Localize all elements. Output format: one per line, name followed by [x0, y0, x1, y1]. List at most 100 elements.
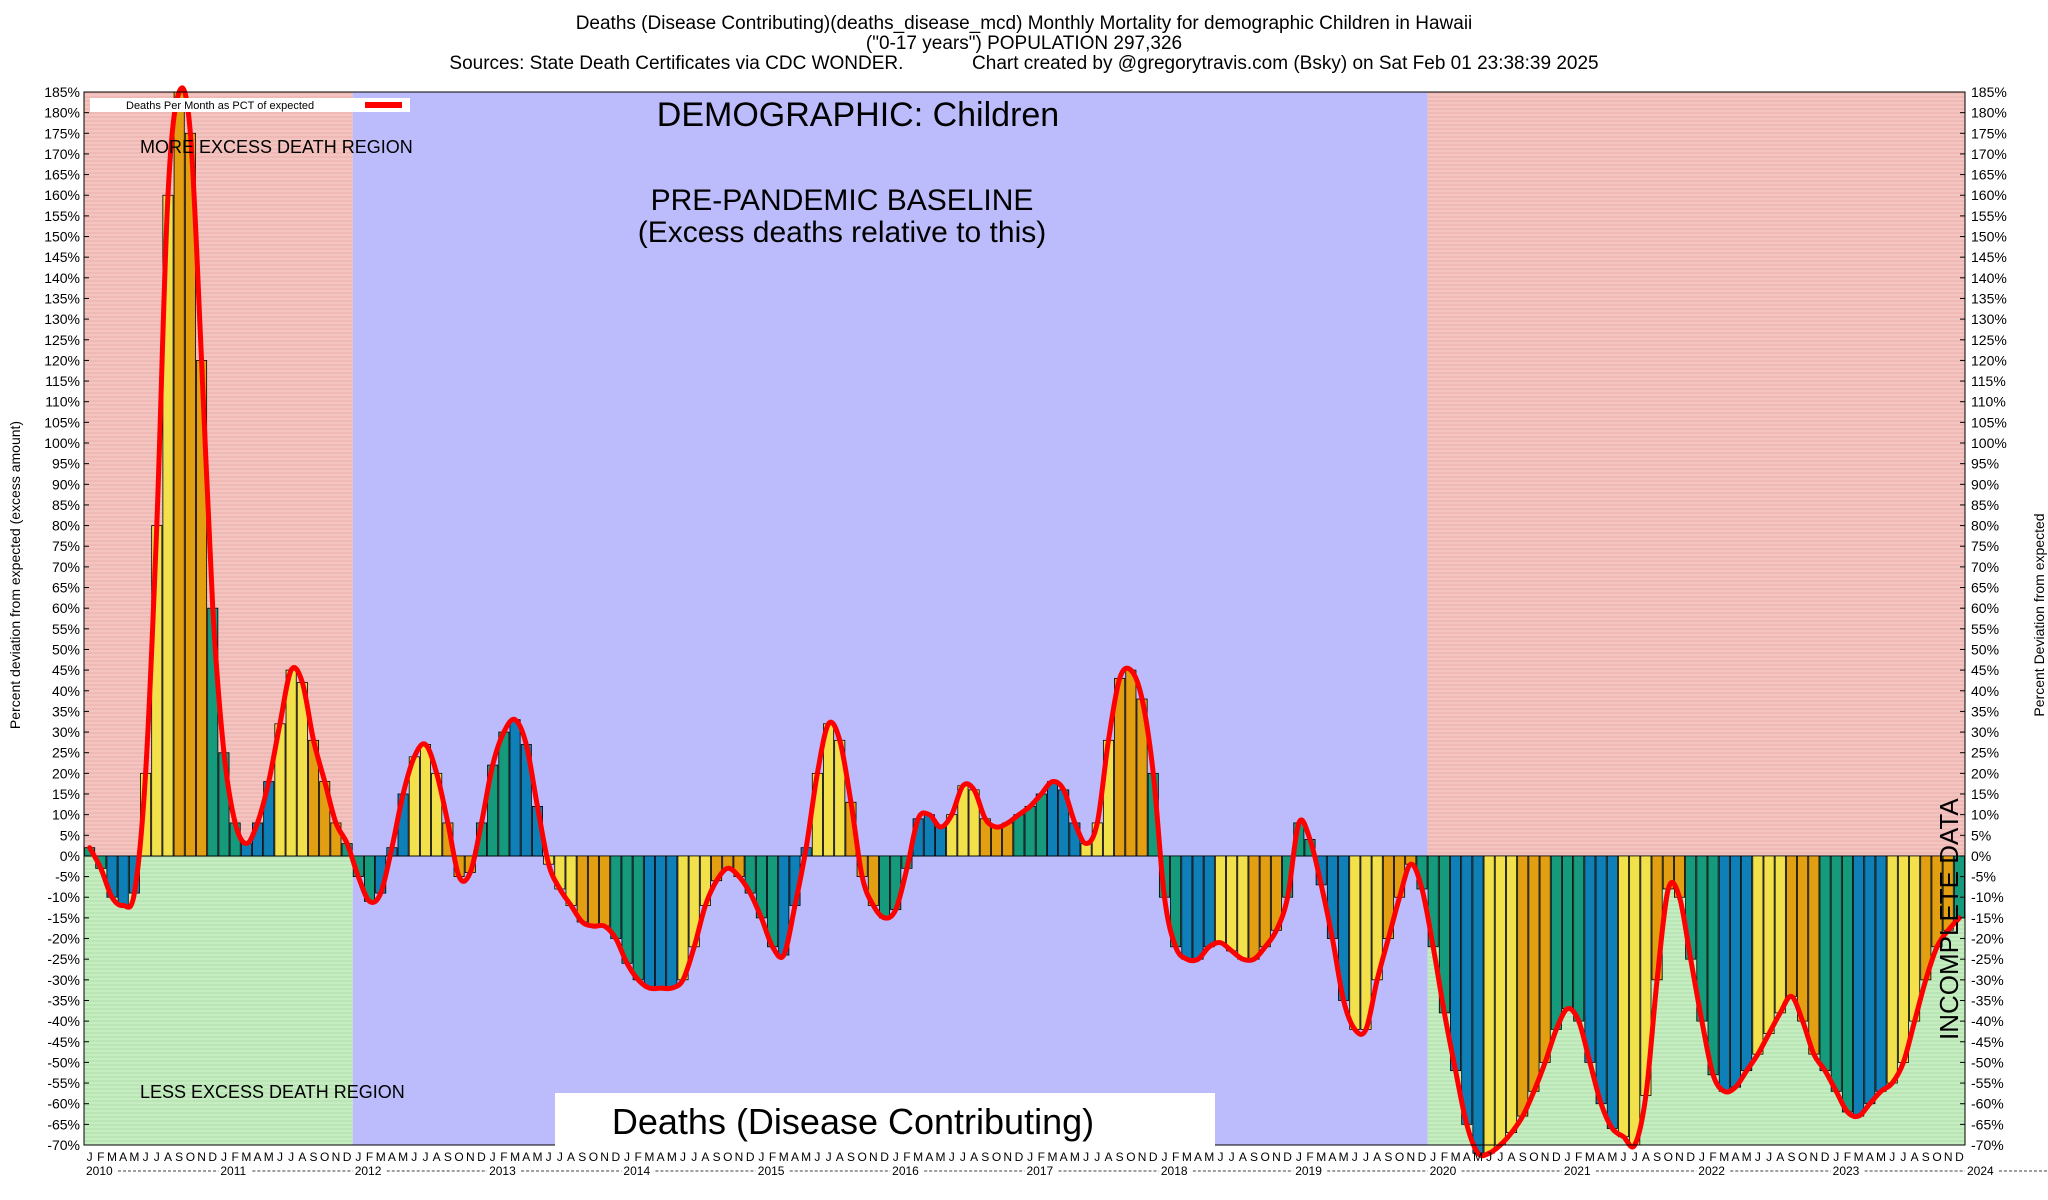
bar: [1629, 855, 1641, 1146]
x-tick-month: D: [1418, 1150, 1427, 1164]
x-tick-year: 2012: [355, 1164, 382, 1178]
bar: [1046, 781, 1058, 857]
bar: [1013, 814, 1025, 857]
y-tick-label-right: 150%: [1971, 229, 2007, 245]
bar: [599, 855, 611, 927]
x-tick-month: J: [758, 1150, 764, 1164]
x-tick-month: J: [355, 1150, 361, 1164]
bar: [1618, 855, 1630, 1138]
x-tick-month: M: [1719, 1150, 1729, 1164]
more-excess-region-post: [1427, 92, 1965, 856]
x-tick-month: J: [826, 1150, 832, 1164]
annotation-incomplete: INCOMPLETE DATA: [1934, 798, 1964, 1040]
annotation-baseline-1: PRE-PANDEMIC BASELINE: [651, 184, 1034, 217]
x-tick-year: 2019: [1295, 1164, 1322, 1178]
x-tick-month: M: [1854, 1150, 1864, 1164]
y-tick-label-left: 50%: [52, 641, 80, 657]
x-tick-month: S: [1250, 1150, 1258, 1164]
y-tick-label-left: 160%: [44, 187, 80, 203]
x-tick-month: A: [522, 1150, 530, 1164]
y-tick-label-left: 120%: [44, 352, 80, 368]
x-tick-month: A: [298, 1150, 306, 1164]
bar: [1864, 855, 1876, 1105]
x-tick-month: M: [264, 1150, 274, 1164]
x-tick-month: S: [713, 1150, 721, 1164]
y-tick-label-left: 30%: [52, 724, 80, 740]
bar: [419, 744, 431, 857]
y-tick-label-right: 65%: [1971, 580, 1999, 596]
y-tick-label-left: 70%: [52, 559, 80, 575]
bar: [643, 855, 655, 989]
x-tick-month: A: [1597, 1150, 1605, 1164]
y-tick-label-left: -5%: [55, 869, 80, 885]
y-tick-label-left: 5%: [60, 827, 80, 843]
x-tick-month: O: [589, 1150, 598, 1164]
title-line-3: Sources: State Death Certificates via CD…: [449, 53, 1599, 74]
y-tick-label-right: 75%: [1971, 538, 1999, 554]
x-tick-month: M: [1182, 1150, 1192, 1164]
x-tick-month: O: [320, 1150, 329, 1164]
x-tick-month: D: [1283, 1150, 1292, 1164]
x-tick-month: N: [869, 1150, 878, 1164]
y-tick-label-right: -35%: [1971, 992, 2004, 1008]
y-tick-label-right: 175%: [1971, 125, 2007, 141]
y-tick-label-left: 165%: [44, 167, 80, 183]
bar: [1472, 855, 1484, 1154]
y-tick-label-right: -70%: [1971, 1137, 2004, 1153]
x-tick-month: N: [1810, 1150, 1819, 1164]
x-tick-month: N: [197, 1150, 206, 1164]
x-tick-month: A: [1463, 1150, 1471, 1164]
y-tick-label-left: 105%: [44, 414, 80, 430]
bar: [1214, 855, 1226, 944]
x-tick-month: N: [1406, 1150, 1415, 1164]
x-tick-month: O: [857, 1150, 866, 1164]
annotation-more-excess: MORE EXCESS DEATH REGION: [140, 137, 413, 157]
bar: [1349, 855, 1361, 1030]
x-tick-month: S: [444, 1150, 452, 1164]
x-tick-month: D: [477, 1150, 486, 1164]
x-tick-month: J: [422, 1150, 428, 1164]
x-tick-month: J: [1833, 1150, 1839, 1164]
x-tick-year: 2013: [489, 1164, 516, 1178]
x-tick-month: D: [746, 1150, 755, 1164]
y-tick-label-right: 70%: [1971, 559, 1999, 575]
y-tick-label-left: -45%: [47, 1034, 80, 1050]
bar: [1584, 855, 1596, 1063]
y-tick-label-right: 145%: [1971, 249, 2007, 265]
y-tick-label-left: -10%: [47, 889, 80, 905]
x-tick-month: A: [1194, 1150, 1202, 1164]
bar: [285, 669, 297, 857]
more-excess-region-pre: [84, 92, 353, 856]
bar: [1595, 855, 1607, 1105]
x-tick-month: D: [1821, 1150, 1830, 1164]
bar: [1181, 855, 1193, 960]
y-tick-label-right: 45%: [1971, 662, 1999, 678]
bar: [677, 855, 689, 981]
y-tick-label-right: 160%: [1971, 187, 2007, 203]
bar: [1002, 822, 1014, 857]
y-tick-label-left: 175%: [44, 125, 80, 141]
x-tick-month: A: [1866, 1150, 1874, 1164]
y-tick-label-left: 115%: [45, 373, 80, 389]
bar: [610, 855, 622, 939]
x-tick-month: J: [1497, 1150, 1503, 1164]
y-tick-label-left: 35%: [52, 703, 80, 719]
y-tick-label-right: 180%: [1971, 105, 2007, 121]
y-tick-label-left: 125%: [44, 332, 80, 348]
y-tick-label-right: 15%: [1971, 786, 1999, 802]
x-tick-month: J: [1486, 1150, 1492, 1164]
x-tick-year: 2018: [1161, 1164, 1188, 1178]
trend-line: [87, 85, 1962, 1159]
x-tick-month: O: [723, 1150, 732, 1164]
x-tick-month: O: [1664, 1150, 1673, 1164]
x-tick-month: S: [1116, 1150, 1124, 1164]
bar: [1830, 855, 1842, 1092]
x-tick-month: D: [880, 1150, 889, 1164]
y-tick-label-left: 60%: [52, 600, 80, 616]
y-tick-label-right: 105%: [1971, 414, 2007, 430]
y-tick-label-right: -65%: [1971, 1116, 2004, 1132]
x-tick-month: J: [1094, 1150, 1100, 1164]
x-tick-month: M: [644, 1150, 654, 1164]
x-tick-month: M: [1585, 1150, 1595, 1164]
x-tick-month: J: [277, 1150, 283, 1164]
